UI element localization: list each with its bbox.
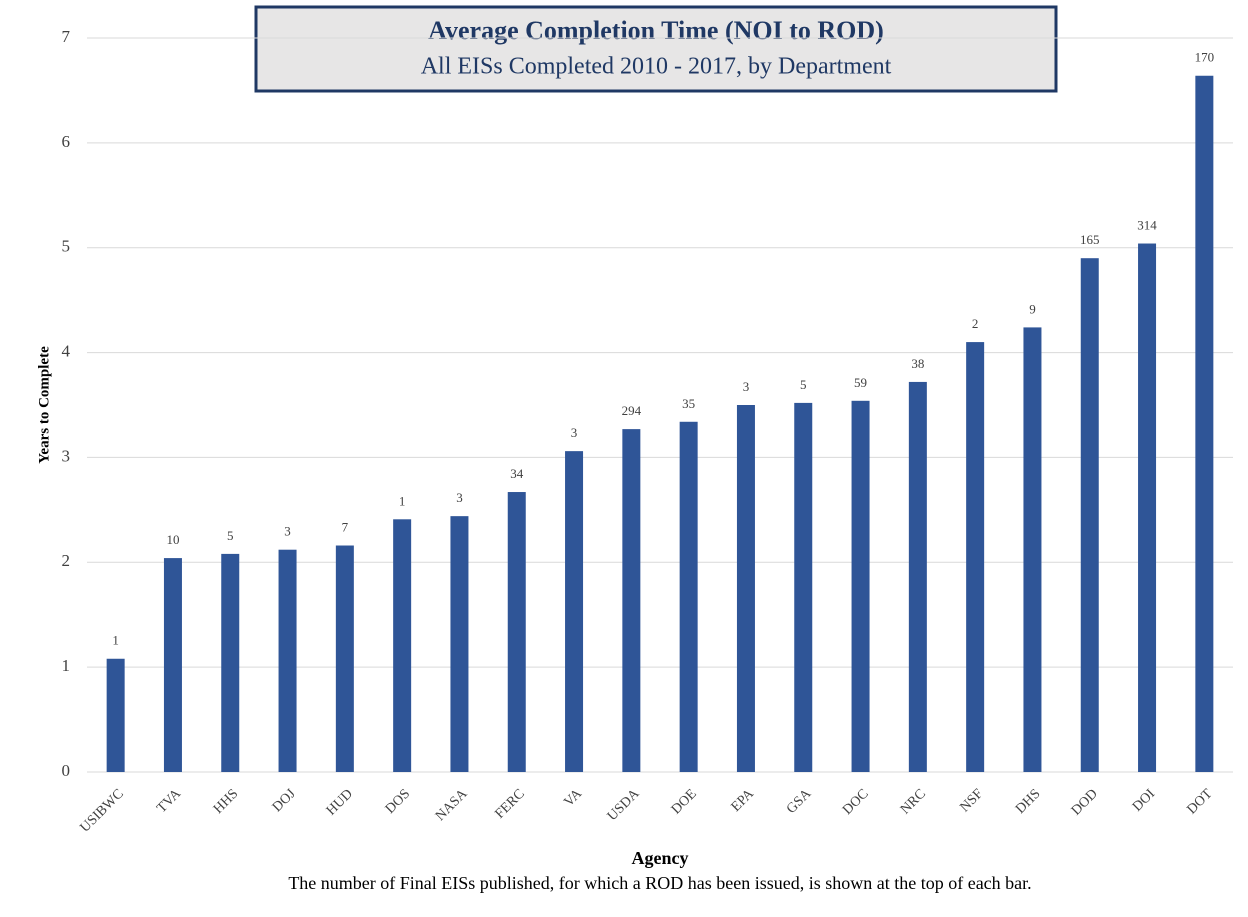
bar-count-label: 7 <box>342 519 349 534</box>
bar <box>851 400 870 772</box>
x-tick-label: HUD <box>324 786 356 818</box>
x-tick-label: TVA <box>154 786 184 816</box>
x-tick-label: EPA <box>729 786 758 815</box>
chart-subtitle: All EISs Completed 2010 - 2017, by Depar… <box>421 54 892 80</box>
bar <box>393 519 412 772</box>
x-axis-label: Agency <box>632 848 689 868</box>
x-tick-label: DOC <box>840 786 872 818</box>
bar <box>335 545 354 772</box>
y-tick-label: 2 <box>62 551 71 570</box>
bar-count-label: 294 <box>622 403 642 418</box>
x-tick-label: NSF <box>957 786 986 815</box>
bar <box>1023 327 1042 772</box>
y-tick-label: 1 <box>62 656 71 675</box>
bar <box>278 549 297 772</box>
bar <box>1138 243 1157 772</box>
x-tick-label: FERC <box>492 786 527 821</box>
x-tick-label: NRC <box>898 786 929 817</box>
bar <box>450 516 469 772</box>
bar-count-label: 1 <box>112 633 119 648</box>
bar-count-label: 34 <box>510 466 524 481</box>
x-tick-label: USDA <box>605 786 643 824</box>
y-tick-label: 7 <box>62 27 71 46</box>
bar-count-label: 35 <box>682 396 695 411</box>
bar <box>1195 75 1214 772</box>
bar-count-label: 165 <box>1080 232 1100 247</box>
x-tick-label: USIBWC <box>78 786 127 835</box>
bar <box>163 558 182 772</box>
bar <box>736 405 755 772</box>
bar <box>622 429 641 772</box>
x-tick-label: DOE <box>669 786 700 817</box>
bar-count-label: 3 <box>456 490 463 505</box>
x-tick-label: VA <box>562 786 586 810</box>
bar <box>966 342 985 772</box>
bar-count-label: 3 <box>571 425 578 440</box>
y-tick-label: 0 <box>62 761 71 780</box>
x-tick-label: DHS <box>1013 786 1043 816</box>
y-tick-label: 3 <box>62 446 71 465</box>
x-tick-label: DOT <box>1184 786 1215 817</box>
bar-count-label: 314 <box>1137 218 1157 233</box>
x-tick-label: NASA <box>433 786 471 824</box>
bar <box>507 492 526 772</box>
y-tick-label: 4 <box>62 341 71 360</box>
bar-count-label: 170 <box>1195 50 1215 65</box>
bar-count-label: 5 <box>800 377 807 392</box>
x-tick-label: HHS <box>211 786 241 816</box>
y-tick-label: 6 <box>62 132 71 151</box>
bar <box>679 421 698 772</box>
bar-count-label: 59 <box>854 375 867 390</box>
bar <box>106 658 125 772</box>
x-tick-label: GSA <box>784 786 815 817</box>
bar <box>908 381 927 772</box>
bar-count-label: 2 <box>972 316 979 331</box>
footnote: The number of Final EISs published, for … <box>288 873 1031 893</box>
bar <box>221 553 240 772</box>
bar <box>794 402 813 772</box>
x-tick-label: DOS <box>383 786 413 816</box>
x-tick-label: DOD <box>1069 786 1101 818</box>
bar <box>1080 258 1099 772</box>
y-axis-label: Years to Complete <box>36 346 52 464</box>
bar-count-label: 1 <box>399 493 406 508</box>
bar-count-label: 3 <box>284 524 291 539</box>
bar-count-label: 38 <box>911 356 924 371</box>
bar-count-label: 10 <box>166 532 179 547</box>
y-tick-label: 5 <box>62 237 71 256</box>
bar-count-label: 9 <box>1029 301 1036 316</box>
chart-title: Average Completion Time (NOI to ROD) <box>428 16 884 45</box>
x-tick-label: DOJ <box>270 786 299 815</box>
x-tick-label: DOI <box>1130 786 1158 814</box>
bar-count-label: 3 <box>743 379 750 394</box>
bar <box>565 451 584 772</box>
title-box <box>254 5 1058 93</box>
bar-count-label: 5 <box>227 528 234 543</box>
